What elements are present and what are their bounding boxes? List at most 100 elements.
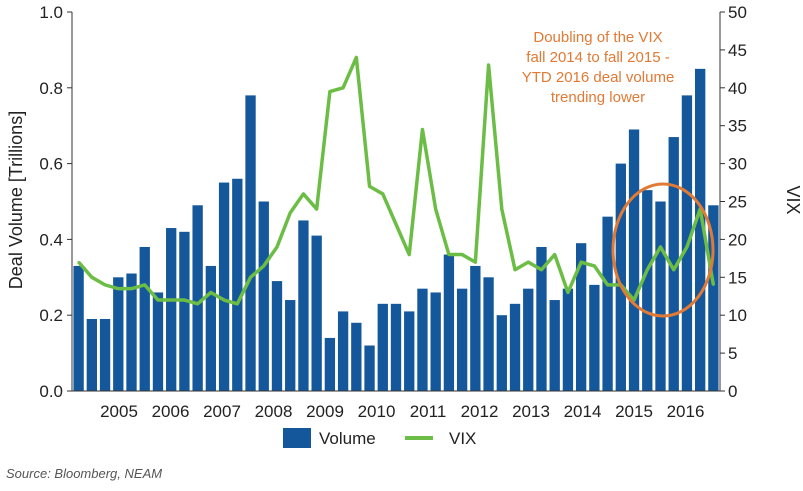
vix-point bbox=[447, 253, 451, 256]
volume-bar bbox=[166, 228, 177, 391]
volume-bar bbox=[245, 95, 256, 391]
vix-point bbox=[606, 283, 609, 287]
vix-point bbox=[593, 264, 596, 268]
highlight-ellipse bbox=[611, 182, 715, 318]
vix-point bbox=[474, 260, 477, 264]
vix-point bbox=[672, 268, 675, 271]
vix-point bbox=[513, 268, 517, 271]
volume-bar bbox=[205, 265, 217, 391]
volume-bar bbox=[285, 300, 296, 391]
vix-point bbox=[460, 253, 464, 256]
volume-bar bbox=[655, 201, 666, 391]
vix-point bbox=[632, 298, 636, 302]
volume-bar bbox=[589, 284, 600, 391]
volume-bar bbox=[628, 129, 640, 392]
right-tick-label: 25 bbox=[728, 193, 747, 212]
volume-bar bbox=[218, 182, 230, 391]
volume-bar bbox=[443, 254, 455, 391]
vix-point bbox=[117, 287, 120, 290]
vix-point bbox=[169, 298, 173, 302]
vix-point bbox=[394, 223, 398, 226]
x-tick-label: 2011 bbox=[410, 402, 447, 421]
vix-point bbox=[646, 268, 649, 271]
vix-layer bbox=[77, 55, 716, 306]
legend-volume-swatch bbox=[283, 428, 311, 448]
volume-bar bbox=[417, 288, 428, 391]
right-tick-label: 15 bbox=[728, 268, 747, 287]
x-tick-label: 2016 bbox=[667, 402, 705, 421]
volume-bar bbox=[470, 265, 481, 391]
left-tick-label: 0.2 bbox=[39, 306, 63, 325]
volume-bar bbox=[456, 288, 468, 391]
volume-bar bbox=[509, 303, 521, 391]
volume-bar bbox=[642, 190, 653, 391]
x-tick-label: 2010 bbox=[358, 402, 396, 421]
volume-bar bbox=[668, 137, 679, 391]
volume-bar bbox=[86, 318, 97, 391]
vix-point bbox=[315, 207, 318, 211]
vix-point bbox=[408, 253, 411, 256]
right-tick-label: 20 bbox=[728, 230, 747, 249]
volume-bar bbox=[139, 246, 150, 391]
legend-vix-label: VIX bbox=[449, 429, 476, 448]
vix-point bbox=[421, 128, 424, 131]
volume-bar bbox=[708, 205, 719, 391]
right-tick-label: 50 bbox=[728, 3, 747, 22]
volume-bar bbox=[99, 318, 111, 391]
volume-bar bbox=[337, 311, 349, 391]
vix-point bbox=[500, 207, 503, 211]
volume-bar bbox=[536, 246, 547, 391]
volume-bar bbox=[615, 163, 626, 391]
annotation-line: YTD 2016 deal volume bbox=[522, 69, 675, 86]
vix-point bbox=[527, 260, 530, 264]
volume-bar bbox=[562, 288, 574, 391]
vix-point bbox=[130, 287, 133, 290]
legend-volume-label: Volume bbox=[319, 429, 376, 448]
vix-point bbox=[579, 260, 583, 264]
volume-bar bbox=[311, 235, 322, 391]
right-axis-title: VIX bbox=[783, 185, 803, 214]
vix-point bbox=[183, 298, 186, 302]
volume-bar bbox=[404, 311, 415, 391]
x-tick-label: 2009 bbox=[306, 402, 344, 421]
volume-bar bbox=[152, 292, 164, 391]
vix-point bbox=[566, 291, 570, 294]
vix-point bbox=[487, 63, 490, 67]
right-tick-label: 45 bbox=[728, 41, 747, 60]
x-tick-label: 2008 bbox=[255, 402, 293, 421]
left-tick-label: 0.8 bbox=[39, 79, 63, 98]
vix-point bbox=[143, 283, 146, 287]
x-tick-label: 2013 bbox=[512, 402, 550, 421]
vix-point bbox=[103, 283, 107, 287]
volume-bar bbox=[232, 178, 243, 391]
vix-point bbox=[659, 245, 662, 249]
volume-bar bbox=[377, 303, 388, 391]
vix-point bbox=[275, 245, 279, 249]
axes: 0.0 0.2 0.4 0.6 0.8 1.0 0 5 10 15 20 25 30 35 40 45 50 20… bbox=[39, 3, 747, 421]
vix-point bbox=[355, 56, 358, 59]
x-tick-label: 2006 bbox=[152, 402, 190, 421]
vix-point bbox=[712, 283, 715, 287]
right-tick-label: 40 bbox=[728, 79, 747, 98]
x-tick-label: 2007 bbox=[203, 402, 241, 421]
x-tick-label: 2005 bbox=[100, 402, 138, 421]
x-tick-label: 2014 bbox=[564, 402, 602, 421]
vix-point bbox=[289, 211, 292, 215]
vix-point bbox=[540, 268, 543, 271]
volume-bar bbox=[575, 243, 587, 391]
annotation: Doubling of the VIX fall 2014 to fall 201… bbox=[522, 29, 675, 106]
vix-point bbox=[77, 260, 80, 264]
vix-point bbox=[196, 302, 199, 306]
volume-bar bbox=[430, 292, 441, 391]
left-tick-label: 0.4 bbox=[39, 230, 63, 249]
volume-bar bbox=[549, 300, 560, 391]
right-tick-label: 10 bbox=[728, 306, 747, 325]
vix-point bbox=[222, 298, 226, 302]
volume-bar bbox=[602, 216, 613, 391]
vix-point bbox=[236, 302, 239, 306]
annotation-line: Doubling of the VIX bbox=[533, 29, 662, 46]
vix-point bbox=[262, 264, 265, 268]
volume-bar bbox=[258, 201, 269, 391]
vix-point bbox=[90, 276, 94, 279]
